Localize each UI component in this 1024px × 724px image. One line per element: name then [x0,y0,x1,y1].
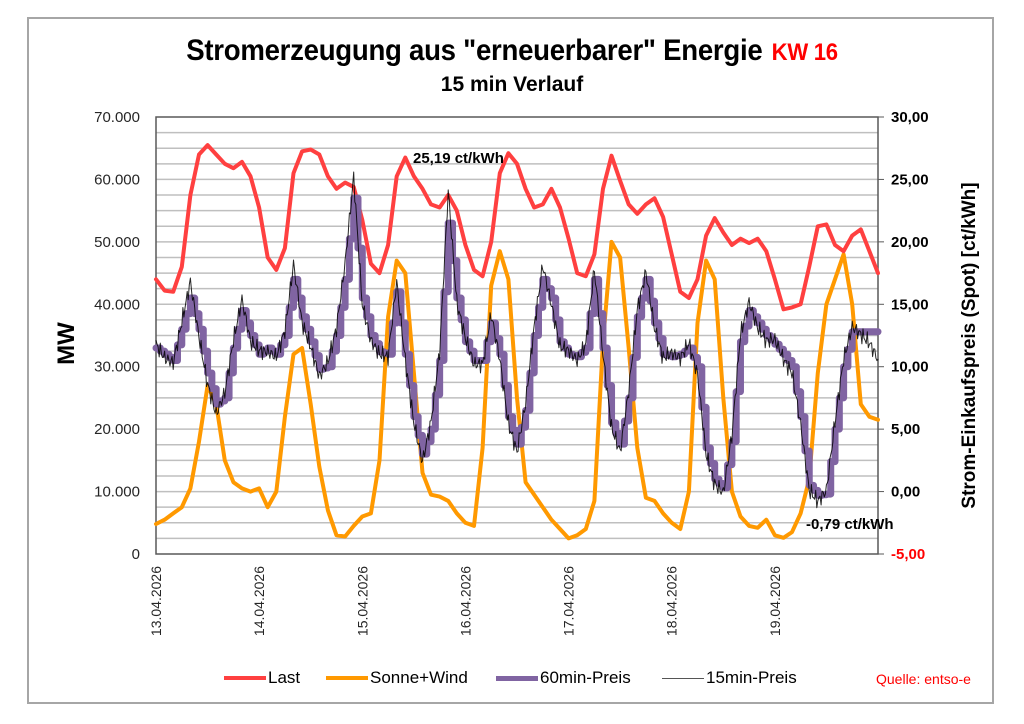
y2-tick-label: 5,00 [891,421,920,438]
y2-tick-label: 20,00 [891,234,929,251]
legend-item-60min-preis[interactable]: 60min-Preis [496,668,631,688]
y-tick-label: 40.000 [94,296,140,313]
series-15min-preis [155,171,879,509]
y-tick-label: 20.000 [94,421,140,438]
legend-item-last[interactable]: Last [224,668,300,688]
y2-tick-label: 30,00 [891,109,929,126]
series-lines [152,143,882,541]
y2-axis-label: Strom-Einkaufspreis (Spot) [ct/kWh] [959,182,980,508]
x-tick-label: 18.04.2026 [664,566,680,636]
max-price-annotation: 25,19 ct/kWh [413,150,504,167]
min-price-annotation: -0,79 ct/kWh [806,516,894,533]
legend-swatch-60min-preis [496,675,538,681]
x-tick-label: 16.04.2026 [457,566,473,636]
x-tick-label: 15.04.2026 [354,566,370,636]
y-tick-label: 60.000 [94,171,140,188]
legend-swatch-sonne-wind [326,676,368,680]
legend-item-15min-preis[interactable]: 15min-Preis [662,668,797,688]
y2-tick-label: 15,00 [891,296,929,313]
left-axis-ticks: 0 10.000 20.000 30.000 40.000 50.000 60.000 70.… [94,109,140,563]
legend-swatch-15min-preis [662,677,704,679]
legend-label: Last [268,668,301,687]
source-note: Quelle: entso-e [876,671,971,687]
y2-tick-label: 25,00 [891,171,929,188]
legend-item-sonne-wind[interactable]: Sonne+Wind [326,668,468,688]
x-tick-label: 19.04.2026 [767,566,783,636]
y2-tick-label: 0,00 [891,484,920,501]
chart-title: Stromerzeugung aus "erneuerbarer" Energi… [41,34,983,68]
legend-swatch-last [224,676,266,680]
x-tick-label: 17.04.2026 [561,566,577,636]
plot-area-border [155,116,879,555]
chart-subtitle: 15 min Verlauf [440,73,584,96]
y-tick-label: 50.000 [94,234,140,251]
chart-title-text: Stromerzeugung aus "erneuerbarer" Energi… [186,34,763,67]
legend-label: 15min-Preis [706,668,797,687]
chart-frame [27,17,994,704]
gridlines [156,131,878,540]
right-axis-ticks: -5,00 0,00 5,00 10,00 15,00 20,00 25,00 30,00 [878,109,929,563]
y-tick-label: 70.000 [94,109,140,126]
series-sonne-wind [154,239,880,541]
x-tick-label: 14.04.2026 [251,566,267,636]
legend: Last Sonne+Wind 60min-Preis 15min-Preis [0,668,1024,692]
week-badge: KW 16 [771,39,838,66]
y-tick-label: 10.000 [94,484,140,501]
y2-tick-label: -5,00 [891,546,925,563]
x-tick-label: 13.04.2026 [148,566,164,636]
legend-label: 60min-Preis [540,668,631,687]
y2-tick-label: 10,00 [891,359,929,376]
legend-label: Sonne+Wind [370,668,468,687]
y-axis-label: MW [53,322,80,365]
y-tick-label: 0 [132,546,140,563]
x-axis-ticks: 13.04.2026 14.04.2026 15.04.2026 16.04.2026… [148,566,783,636]
series-last [154,143,880,312]
y-tick-label: 30.000 [94,359,140,376]
